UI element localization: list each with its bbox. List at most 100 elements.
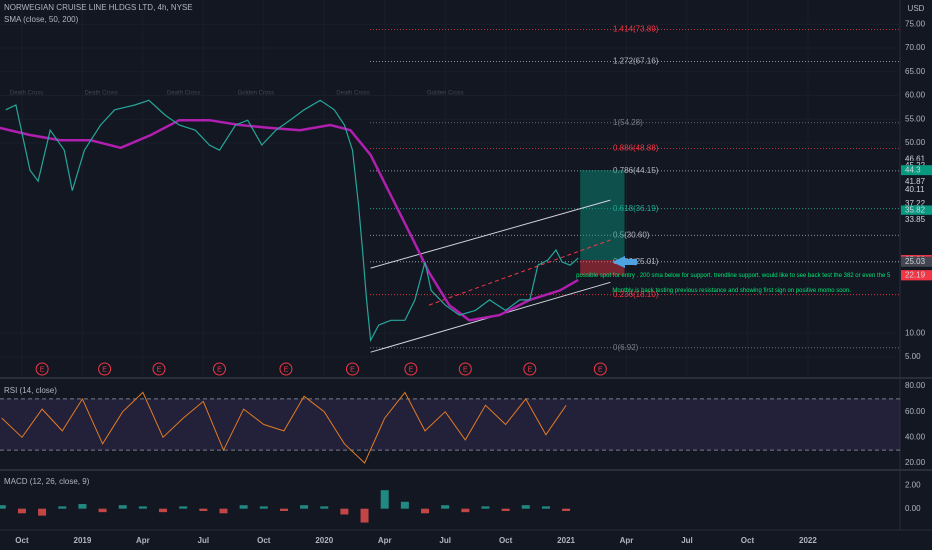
earnings-label: E bbox=[598, 366, 603, 373]
earnings-marker bbox=[593, 362, 607, 376]
price-badge bbox=[901, 205, 932, 216]
y-tick-label: 75.00 bbox=[905, 19, 926, 28]
macd-bar bbox=[118, 505, 127, 509]
macd-bar bbox=[400, 501, 409, 509]
rsi-tick-label: 60.00 bbox=[905, 407, 926, 416]
fib-label: 1.414(73.89) bbox=[613, 25, 659, 34]
price-badge bbox=[901, 256, 932, 267]
earnings-label: E bbox=[217, 366, 222, 373]
macd-bar bbox=[360, 508, 369, 523]
earnings-marker bbox=[523, 362, 537, 376]
price-badge bbox=[901, 165, 932, 176]
sma-line bbox=[0, 118, 579, 322]
rsi-line bbox=[1, 391, 567, 464]
y-tick-label: 5.00 bbox=[905, 352, 921, 361]
macd-bar bbox=[521, 505, 530, 509]
earnings-label: E bbox=[409, 366, 414, 373]
x-tick-label: Oct bbox=[741, 536, 755, 545]
y-tick-label: 50.00 bbox=[905, 138, 926, 147]
y-tick-label: 65.00 bbox=[905, 67, 926, 76]
position-stop bbox=[580, 260, 625, 276]
price-badge-label: 44.3 bbox=[905, 165, 921, 174]
price-badge-label: 46.61 bbox=[905, 154, 926, 163]
price-badge-label: 41.87 bbox=[905, 177, 926, 186]
annotation: Golden Cross bbox=[427, 91, 464, 97]
price-badge-label: 40.11 bbox=[905, 185, 925, 194]
x-tick-label: 2021 bbox=[557, 536, 575, 545]
price-badge bbox=[901, 198, 932, 209]
macd-bar bbox=[279, 508, 288, 511]
y-tick-label: 10.00 bbox=[905, 328, 926, 337]
annotation: Golden Cross bbox=[238, 91, 275, 97]
trendline bbox=[370, 199, 611, 269]
rsi-band bbox=[0, 398, 900, 451]
x-tick-label: Oct bbox=[15, 536, 29, 545]
chart-title: NORWEGIAN CRUISE LINE HLDGS LTD, 4h, NYS… bbox=[4, 3, 193, 12]
earnings-marker bbox=[345, 362, 359, 376]
price-line bbox=[5, 99, 579, 343]
fib-label: 0.886(48.88) bbox=[613, 143, 659, 152]
rsi-tick-label: 40.00 bbox=[905, 432, 926, 441]
fib-label: 1.272(67.16) bbox=[613, 57, 659, 66]
price-badge-label: 25.03 bbox=[905, 257, 926, 266]
fib-label: 0.618(36.19) bbox=[613, 204, 659, 213]
x-tick-label: Jul bbox=[439, 536, 451, 545]
fib-label: 0.236(18.10) bbox=[613, 290, 659, 299]
earnings-marker bbox=[404, 362, 418, 376]
currency: USD bbox=[908, 4, 925, 13]
macd-bar bbox=[0, 505, 6, 509]
earnings-label: E bbox=[102, 366, 107, 373]
macd-bar bbox=[481, 506, 490, 509]
x-tick-label: 2020 bbox=[315, 536, 333, 545]
macd-bar bbox=[199, 508, 208, 511]
macd-bar bbox=[541, 506, 550, 509]
earnings-label: E bbox=[527, 366, 532, 373]
x-tick-label: 2022 bbox=[799, 536, 817, 545]
rsi-tick-label: 80.00 bbox=[905, 381, 926, 390]
macd-bar bbox=[78, 504, 87, 509]
price-badge-label: 35.82 bbox=[905, 206, 926, 215]
rsi-title: RSI (14, close) bbox=[4, 386, 57, 395]
y-tick-label: 55.00 bbox=[905, 114, 926, 123]
earnings-label: E bbox=[463, 366, 468, 373]
macd-bar bbox=[239, 505, 248, 509]
macd-bar bbox=[441, 505, 450, 509]
annotation: possible spot for entry . 200 sma below … bbox=[576, 273, 891, 279]
price-badge bbox=[901, 176, 932, 187]
earnings-marker bbox=[98, 362, 112, 376]
position-target bbox=[580, 170, 625, 261]
earnings-marker bbox=[212, 362, 226, 376]
x-tick-label: Oct bbox=[499, 536, 513, 545]
annotation: Death Cross bbox=[336, 91, 369, 97]
fib-label: 0(6.92) bbox=[613, 343, 639, 352]
earnings-marker bbox=[458, 362, 472, 376]
price-badge-label: 33.85 bbox=[905, 215, 926, 224]
rsi-tick-label: 20.00 bbox=[905, 458, 926, 467]
price-badge-label: 37.22 bbox=[905, 199, 926, 208]
annotation: Death Cross bbox=[167, 91, 200, 97]
y-tick-label: 70.00 bbox=[905, 43, 926, 52]
overlay: 46.6145.2244.341.8740.1137.2235.8233.852… bbox=[901, 154, 932, 281]
macd-bar bbox=[340, 508, 349, 515]
macd-tick-label: 2.00 bbox=[905, 481, 921, 490]
macd-bar bbox=[320, 506, 329, 509]
x-tick-label: Oct bbox=[257, 536, 271, 545]
macd-tick-label: 0.00 bbox=[905, 504, 921, 513]
macd-bar bbox=[159, 508, 168, 513]
price-badge-label: 22.19 bbox=[905, 270, 926, 279]
macd-bar bbox=[58, 506, 67, 509]
macd-bar bbox=[562, 508, 571, 511]
fib-label: 0.5(30.60) bbox=[613, 230, 650, 239]
macd-bar bbox=[300, 505, 309, 509]
macd-bar bbox=[501, 508, 510, 511]
x-tick-label: Apr bbox=[620, 536, 634, 545]
macd-title: MACD (12, 26, close, 9) bbox=[4, 477, 90, 486]
fib-label: 0.786(44.15) bbox=[613, 166, 659, 175]
macd-bar bbox=[421, 508, 430, 514]
annotation: Death Cross bbox=[10, 91, 43, 97]
price-badge bbox=[901, 214, 932, 225]
arrow-icon bbox=[625, 259, 637, 265]
price-badge bbox=[901, 270, 932, 281]
